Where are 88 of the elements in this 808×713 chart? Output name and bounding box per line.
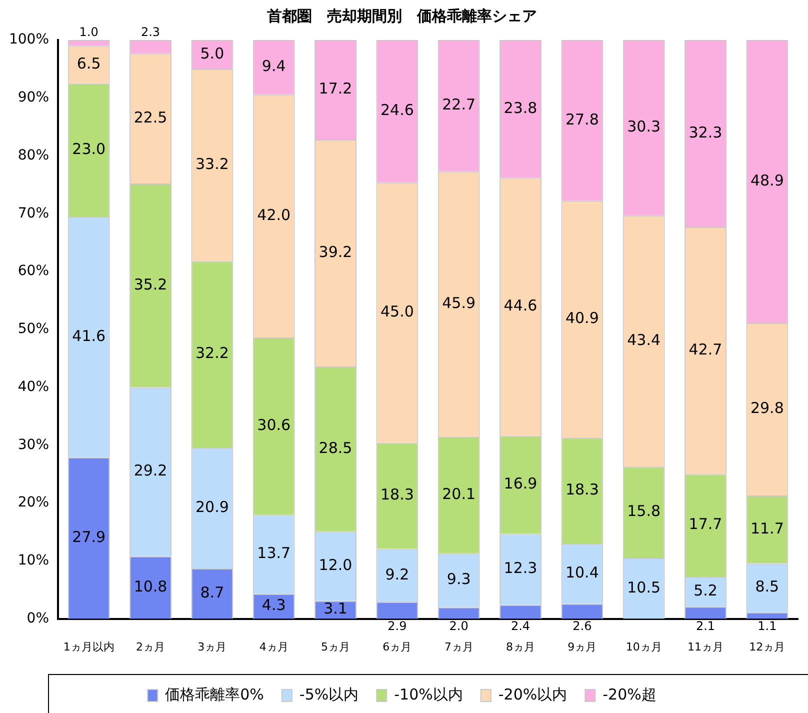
data-label: 9.3 [446, 570, 471, 588]
y-tick-label: 50% [18, 321, 50, 338]
data-label: 10.5 [627, 578, 661, 596]
data-label: 18.3 [380, 486, 414, 504]
data-label: 48.9 [750, 171, 784, 190]
data-label: 5.2 [694, 581, 718, 600]
data-label: 41.6 [72, 326, 106, 345]
data-label: 9.2 [385, 565, 410, 584]
x-tick-label: 5ヵ月 [321, 640, 350, 654]
x-tick-label: 12ヵ月 [749, 640, 786, 654]
data-label: 42.7 [688, 340, 722, 358]
data-label: 29.8 [750, 399, 784, 418]
chart-title: 首都圏 売却期間別 価格乖離率シェア [266, 6, 537, 25]
data-label: 45.9 [442, 294, 476, 312]
y-tick-label: 40% [18, 378, 50, 395]
data-label: 30.3 [627, 118, 661, 136]
y-tick-label: 30% [18, 436, 50, 453]
y-tick-label: 70% [18, 205, 50, 222]
legend-label: -20%超 [602, 685, 656, 704]
x-tick-label: 6ヵ月 [382, 640, 412, 654]
data-label: 16.9 [504, 474, 538, 493]
y-tick-label: 20% [18, 494, 50, 511]
legend-label: -5%以内 [299, 685, 359, 704]
data-label: 2.3 [140, 25, 160, 40]
data-label: 28.5 [318, 438, 352, 457]
data-label: 2.9 [388, 618, 407, 633]
data-label: 15.8 [627, 502, 661, 520]
data-label: 6.5 [76, 54, 101, 72]
data-label: 20.9 [195, 498, 229, 516]
data-label: 42.0 [257, 206, 291, 224]
legend-label: -20%以内 [498, 685, 568, 704]
data-label: 13.7 [257, 544, 291, 562]
data-label: 22.5 [134, 108, 168, 126]
data-label: 3.1 [324, 600, 348, 618]
data-label: 44.6 [504, 296, 538, 315]
data-label: 18.3 [565, 480, 599, 498]
data-label: 1.1 [758, 618, 777, 633]
data-label: 17.7 [688, 515, 722, 534]
data-label: 11.7 [750, 519, 784, 538]
data-label: 43.4 [627, 330, 661, 349]
data-label: 10.4 [565, 564, 599, 582]
data-label: 23.8 [504, 98, 538, 117]
data-label: 2.0 [449, 618, 468, 633]
data-label: 27.8 [565, 110, 599, 128]
data-label: 40.9 [565, 309, 599, 328]
data-label: 22.7 [442, 96, 476, 114]
data-label: 27.9 [72, 528, 106, 546]
x-tick-label: 4ヵ月 [259, 640, 288, 654]
data-label: 29.2 [134, 462, 168, 480]
data-label: 2.4 [510, 618, 530, 633]
y-tick-label: 60% [18, 263, 50, 280]
data-label: 30.6 [257, 416, 291, 434]
data-label: 23.0 [72, 140, 106, 158]
y-tick-label: 80% [18, 147, 50, 164]
x-tick-label: 9ヵ月 [568, 640, 597, 654]
data-label: 24.6 [380, 101, 414, 120]
data-label: 2.6 [572, 618, 592, 633]
legend-label: -10%以内 [394, 685, 463, 704]
x-tick-label: 2ヵ月 [136, 640, 166, 654]
data-label: 12.3 [504, 559, 538, 578]
data-label: 8.5 [755, 578, 780, 596]
y-tick-label: 0% [26, 610, 50, 626]
data-label: 10.8 [134, 577, 168, 596]
data-label: 39.2 [318, 242, 352, 261]
x-tick-label: 1ヵ月以内 [63, 640, 114, 654]
data-label: 17.2 [318, 80, 352, 98]
y-tick-label: 10% [18, 552, 50, 569]
data-label: 2.1 [696, 618, 716, 633]
data-label: 45.0 [380, 302, 414, 321]
x-tick-label: 11ヵ月 [688, 640, 724, 654]
data-label: 4.3 [262, 596, 286, 614]
data-label: 32.3 [688, 123, 722, 142]
x-tick-label: 7ヵ月 [444, 640, 474, 654]
x-tick-label: 8ヵ月 [506, 640, 536, 654]
y-tick-label: 100% [8, 32, 50, 48]
data-label: 35.2 [134, 275, 168, 294]
data-label: 9.4 [262, 57, 286, 76]
y-tick-label: 90% [18, 90, 50, 106]
x-tick-label: 3ヵ月 [198, 640, 227, 654]
data-label: 33.2 [195, 154, 229, 173]
data-label: 1.0 [79, 25, 98, 40]
data-label: 20.1 [442, 485, 476, 504]
x-tick-label: 10ヵ月 [626, 640, 662, 654]
legend-label: 価格乖離率0% [165, 685, 264, 704]
data-label: 12.0 [318, 556, 352, 574]
data-label: 8.7 [200, 584, 224, 602]
data-label: 5.0 [200, 44, 224, 62]
data-label: 32.2 [195, 344, 229, 362]
